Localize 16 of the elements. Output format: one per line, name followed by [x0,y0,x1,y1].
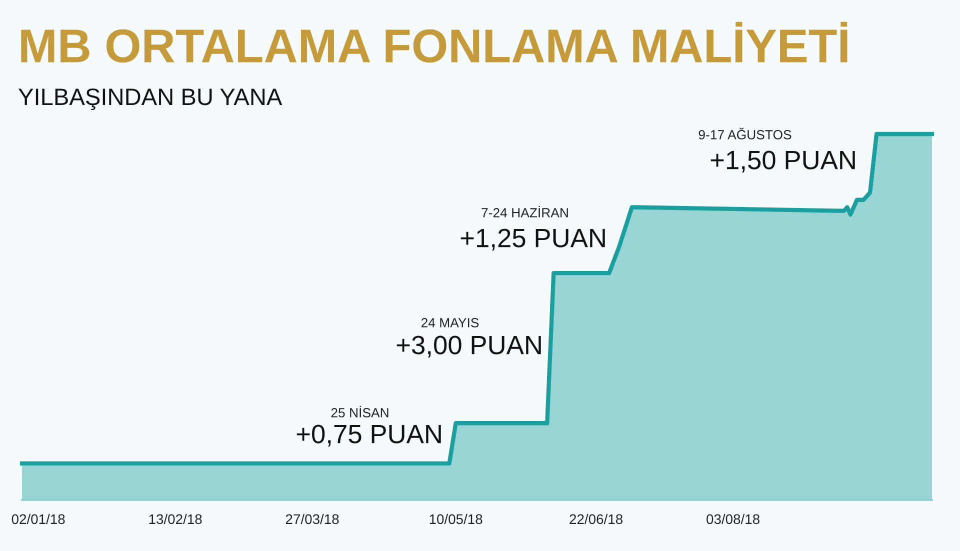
annotation: +1,50 PUAN [710,150,855,172]
x-tick-label: 02/01/18 [12,514,65,524]
annotation: 7-24 HAZİRAN [482,206,568,218]
x-tick-label: 13/02/18 [149,514,202,524]
chart-title: MB ORTALAMA FONLAMA MALİYETİ [21,22,848,63]
annotation: 25 NİSAN [331,406,388,418]
x-tick-label: 03/08/18 [706,514,760,524]
x-tick-label: 27/03/18 [286,514,339,524]
annotation: +3,00 PUAN [396,336,541,358]
x-tick-label: 22/06/18 [570,514,622,524]
annotation: +0,75 PUAN [296,424,441,446]
chart-subtitle: YILBAŞINDAN BU YANA [18,88,282,110]
x-tick-label: 10/05/18 [430,514,482,524]
annotation: 24 MAYIS [421,318,479,328]
annotation: +1,25 PUAN [460,228,605,250]
annotation: 9-17 AĞUSTOS [698,128,792,140]
